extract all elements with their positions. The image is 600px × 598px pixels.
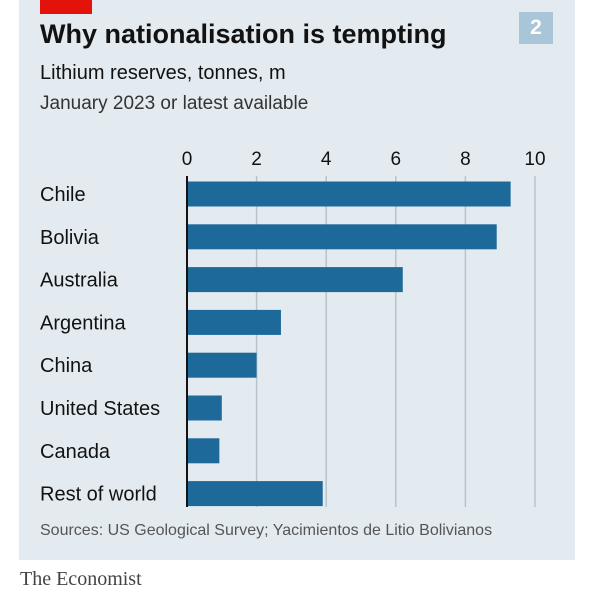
bar-rest-of-world [187, 481, 323, 507]
brand-red-tag [40, 0, 92, 14]
category-label: Canada [40, 441, 111, 463]
x-tick-label: 6 [391, 149, 402, 170]
category-label: China [40, 355, 93, 377]
category-label: Australia [40, 270, 119, 292]
bars [187, 181, 511, 507]
chart-subtitle-date: January 2023 or latest available [40, 93, 309, 114]
bar-australia [187, 267, 403, 293]
category-label: United States [40, 398, 160, 420]
source-note: Sources: US Geological Survey; Yacimient… [40, 522, 493, 539]
bar-united-states [187, 395, 222, 421]
bar-canada [187, 438, 220, 464]
x-tick-label: 0 [182, 149, 193, 170]
brand-logo-text: The Economist [20, 568, 142, 590]
x-tick-label: 2 [251, 149, 262, 170]
bar-argentina [187, 309, 281, 335]
chart-title: Why nationalisation is tempting [40, 19, 447, 49]
chart-subtitle: Lithium reserves, tonnes, m [40, 62, 286, 84]
category-label: Bolivia [40, 227, 100, 249]
chart-number-badge: 2 [519, 12, 553, 44]
category-label: Chile [40, 184, 86, 206]
bar-china [187, 352, 257, 378]
x-tick-label: 10 [524, 149, 545, 170]
category-labels: Chile Bolivia Australia Argentina China Unite… [40, 184, 160, 506]
bar-chile [187, 181, 511, 207]
category-label: Argentina [40, 312, 126, 334]
bar-bolivia [187, 224, 497, 250]
x-axis-ticks: 0 2 4 6 8 10 [182, 149, 546, 170]
x-tick-label: 4 [321, 149, 332, 170]
x-tick-label: 8 [460, 149, 471, 170]
category-label: Rest of world [40, 484, 157, 506]
